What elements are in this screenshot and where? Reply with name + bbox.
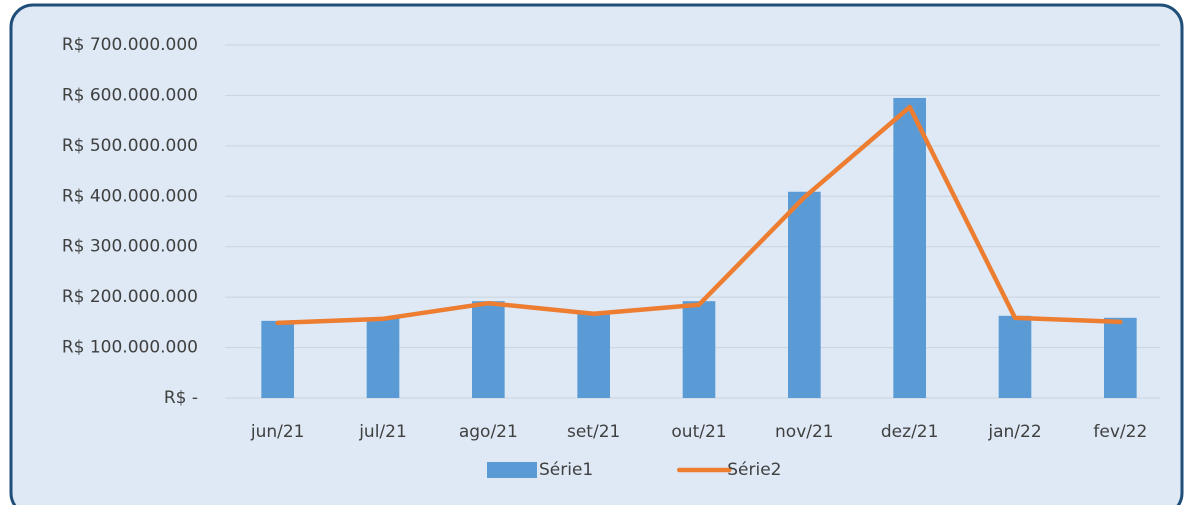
bar	[788, 191, 821, 398]
y-tick-label: R$ 100.000.000	[62, 338, 198, 358]
bar	[1104, 317, 1137, 398]
bar	[472, 301, 505, 398]
x-tick-label: dez/21	[881, 422, 939, 442]
y-tick-label: R$ -	[164, 388, 198, 408]
bar	[998, 315, 1032, 398]
bar	[366, 317, 400, 398]
y-tick-label: R$ 600.000.000	[62, 85, 198, 105]
x-tick-label: fev/22	[1093, 422, 1147, 442]
x-tick-label: nov/21	[775, 422, 834, 442]
legend-label: Série1	[539, 460, 593, 480]
y-tick-label: R$ 500.000.000	[62, 136, 198, 156]
y-tick-label: R$ 700.000.000	[62, 35, 198, 55]
x-tick-label: jun/21	[250, 422, 305, 442]
chart-frame	[9, 3, 1184, 505]
bar	[893, 97, 926, 398]
x-tick-label: jan/22	[987, 422, 1041, 442]
bar	[261, 320, 294, 398]
y-tick-label: R$ 400.000.000	[62, 186, 198, 206]
line	[275, 104, 1123, 326]
x-tick-label: out/21	[671, 422, 726, 442]
x-tick-label: set/21	[567, 422, 620, 442]
x-tick-label: ago/21	[459, 422, 518, 442]
legend-label: Série2	[727, 460, 781, 480]
legend-swatch	[487, 462, 537, 478]
bar	[577, 311, 610, 398]
x-tick-label: jul/21	[358, 422, 407, 442]
bar	[682, 301, 716, 398]
y-tick-label: R$ 300.000.000	[62, 237, 198, 257]
y-tick-label: R$ 200.000.000	[62, 287, 198, 307]
